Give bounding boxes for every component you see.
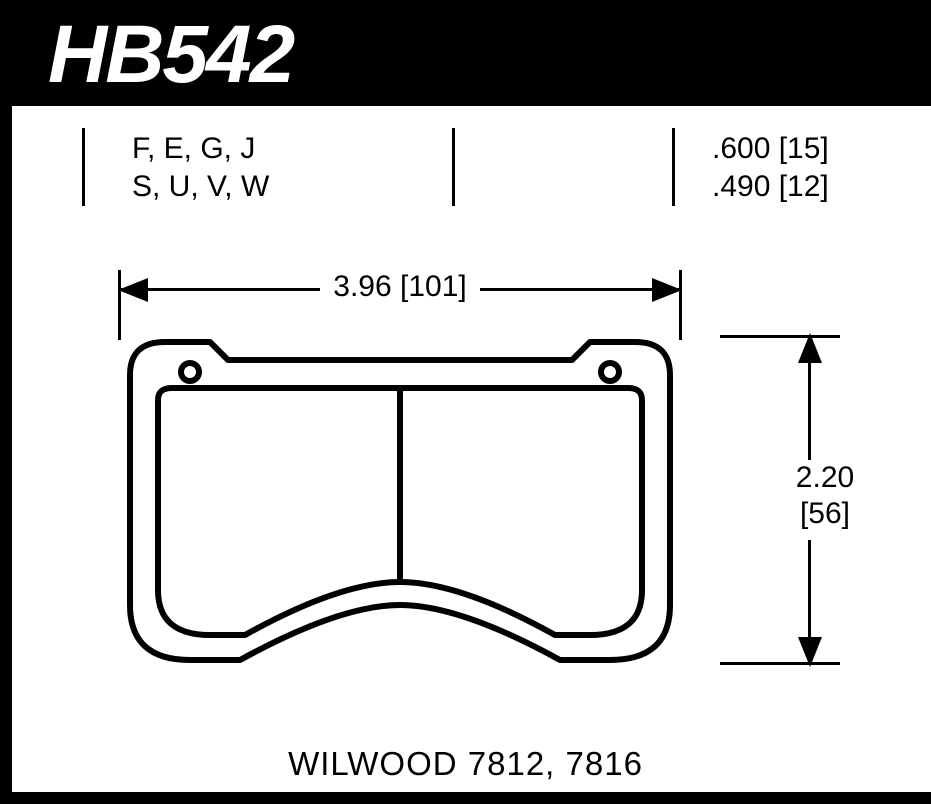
codes-line1: F, E, G, J — [132, 130, 269, 168]
thickness-line2: .490 [12] — [712, 168, 829, 206]
width-dimension: 3.96 [101] — [120, 260, 680, 320]
arrow-down-icon — [798, 637, 822, 667]
application-label: WILWOOD 7812, 7816 — [0, 745, 931, 783]
codes-line2: S, U, V, W — [132, 168, 269, 206]
extension-line — [720, 662, 840, 665]
thickness-line1: .600 [15] — [712, 130, 829, 168]
height-label-in: 2.20 — [780, 460, 870, 496]
diagram-area: 3.96 [101] 2.20 [56] — [60, 260, 880, 740]
height-label-mm: [56] — [780, 496, 870, 532]
part-number: HB542 — [48, 8, 293, 102]
arrow-right-icon — [652, 278, 682, 302]
separator — [452, 128, 455, 206]
brake-pad-outline — [100, 330, 720, 680]
thickness-values: .600 [15] .490 [12] — [712, 130, 829, 205]
width-label-bg: 3.96 [101] — [320, 270, 480, 308]
frame-bottom — [0, 792, 931, 804]
separator — [82, 128, 85, 206]
info-row: F, E, G, J S, U, V, W .600 [15] .490 [12… — [12, 120, 931, 220]
width-label: 3.96 [101] — [333, 270, 466, 303]
height-label-bg: 2.20 [56] — [780, 460, 870, 540]
arrow-left-icon — [118, 278, 148, 302]
arrow-up-icon — [798, 333, 822, 363]
separator — [672, 128, 675, 206]
frame-left — [0, 106, 12, 804]
extension-line — [720, 335, 840, 338]
compound-codes: F, E, G, J S, U, V, W — [132, 130, 269, 205]
height-dimension: 2.20 [56] — [720, 335, 880, 665]
